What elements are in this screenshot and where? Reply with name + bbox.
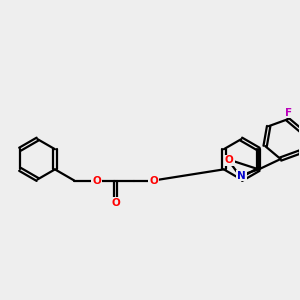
Text: O: O: [111, 198, 120, 208]
Text: O: O: [92, 176, 101, 185]
Text: O: O: [225, 155, 234, 165]
Text: N: N: [237, 171, 246, 181]
Text: F: F: [285, 107, 292, 118]
Text: O: O: [149, 176, 158, 185]
